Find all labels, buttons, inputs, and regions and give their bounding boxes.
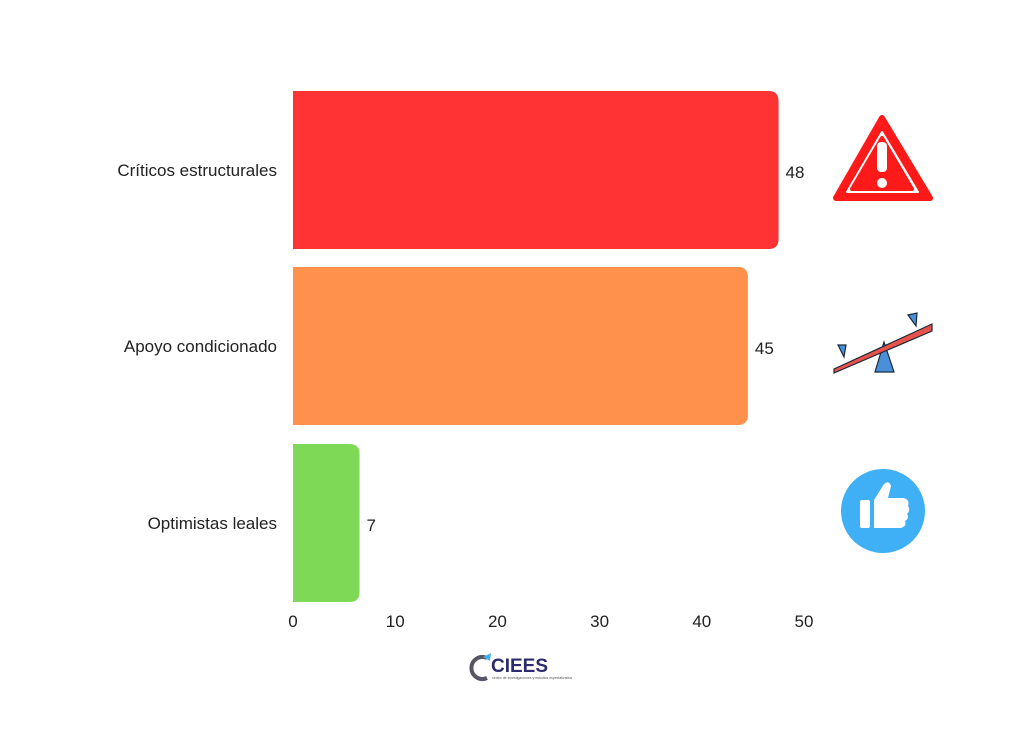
seesaw-icon — [833, 312, 933, 374]
ciees-logo: CIEES centro de investigaciones y estudi… — [469, 653, 572, 681]
warning-icon — [833, 115, 933, 201]
category-label: Optimistas leales — [148, 514, 277, 533]
logo-text: CIEES — [491, 656, 548, 677]
data-label: 7 — [367, 516, 376, 535]
category-label: Apoyo condicionado — [124, 337, 277, 356]
x-tick-label: 30 — [590, 612, 609, 631]
logo-subtitle: centro de investigaciones y estudios esp… — [492, 676, 572, 680]
x-tick-label: 40 — [692, 612, 711, 631]
x-tick-label: 20 — [488, 612, 507, 631]
data-label: 48 — [786, 163, 805, 182]
data-label: 45 — [755, 339, 774, 358]
bar — [293, 444, 360, 602]
x-tick-label: 10 — [386, 612, 405, 631]
x-tick-label: 0 — [288, 612, 297, 631]
bar — [293, 267, 748, 425]
category-label: Críticos estructurales — [117, 161, 277, 180]
bar — [293, 91, 779, 249]
x-tick-label: 50 — [795, 612, 814, 631]
thumbs-up-icon — [841, 469, 925, 553]
